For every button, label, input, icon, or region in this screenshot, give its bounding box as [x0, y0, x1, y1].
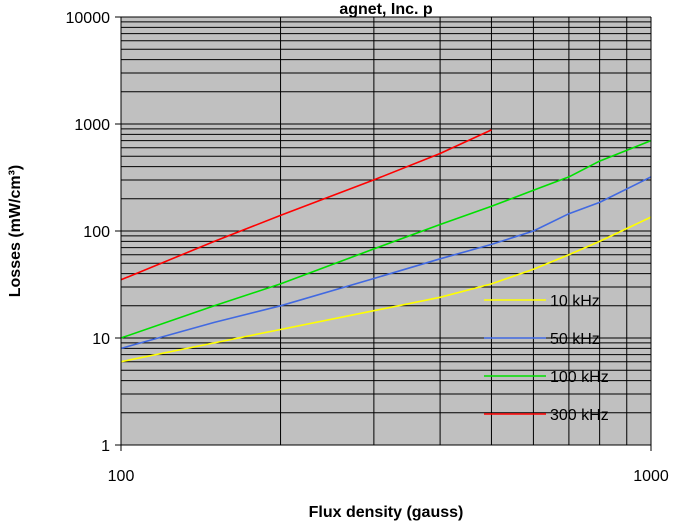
y-tick-label: 10000: [66, 10, 111, 27]
series-line-50-khz: [121, 176, 651, 350]
x-axis-title: Flux density (gauss): [309, 504, 464, 521]
chart-title: agnet, Inc. p: [339, 1, 433, 18]
legend: 10 kHz 50 kHz 100 kHz 300 kHz: [484, 293, 609, 424]
y-tick-label: 1000: [74, 117, 110, 134]
legend-label-100-khz: 100 kHz: [550, 369, 609, 386]
legend-label-10-khz: 10 kHz: [550, 293, 600, 310]
series-line-100-khz: [121, 139, 651, 339]
legend-label-50-khz: 50 kHz: [550, 331, 600, 348]
plot-area: [121, 17, 651, 446]
axes: 1 10 100 1000 10000 100 1000: [66, 10, 669, 485]
x-tick-label: 1000: [633, 468, 669, 485]
series-line-300-khz: [121, 129, 492, 281]
series-layer: [121, 129, 651, 363]
y-tick-label: 10: [92, 331, 110, 348]
legend-label-300-khz: 300 kHz: [550, 407, 609, 424]
y-axis-title: Losses (mW/cm³): [7, 165, 24, 297]
y-tick-label: 100: [83, 224, 110, 241]
x-tick-label: 100: [108, 468, 135, 485]
series-line-10-khz: [121, 216, 651, 363]
y-tick-label: 1: [101, 438, 110, 455]
